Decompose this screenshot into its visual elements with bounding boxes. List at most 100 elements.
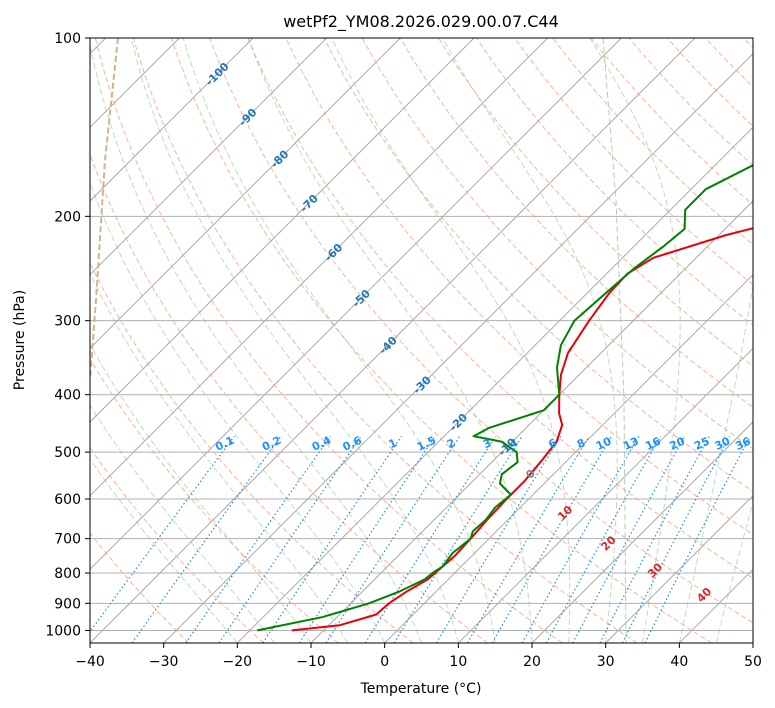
y-tick-label: 700 — [54, 532, 81, 548]
reference-curve-left — [90, 38, 119, 381]
mixing-ratio-label: 8 — [575, 436, 587, 451]
isotherm-label: -90 — [236, 106, 259, 129]
dry-adiabat-label: 20 — [599, 533, 619, 553]
x-tick-label: −10 — [296, 654, 326, 670]
y-tick-label: 100 — [54, 31, 81, 47]
dry-adiabat — [90, 447, 264, 643]
y-tick-label: 200 — [54, 209, 81, 225]
isotherm-line — [310, 200, 753, 643]
dry-adiabat — [90, 532, 190, 643]
moist-adiabat — [90, 343, 312, 643]
isotherm-line — [90, 38, 254, 202]
moist-adiabat — [90, 272, 349, 643]
mixing-ratio-label: 1.5 — [415, 434, 438, 454]
dry-adiabat — [171, 38, 712, 643]
isotherm-line — [678, 568, 753, 643]
plot-area: 0.1 0.2 0.4 0.6 1 1.5 2 3 4 6 8 10 13 16 20 25 30 36-100-… — [90, 38, 753, 643]
y-axis-label: Pressure (hPa) — [12, 290, 28, 390]
mixing-ratio-label: 0.2 — [260, 434, 283, 454]
x-tick-label: 50 — [744, 654, 762, 670]
dry-adiabat — [704, 38, 753, 88]
mixing-ratio-line — [435, 435, 562, 643]
x-tick-label: 40 — [670, 654, 688, 670]
moist-adiabat — [130, 38, 459, 643]
y-tick-label: 1000 — [45, 623, 81, 639]
x-tick-label: −20 — [223, 654, 253, 670]
y-axis-ticks: 100 200 300 400 500 600 700 800 900 1000 — [45, 31, 90, 639]
isotherm-line — [384, 273, 753, 643]
x-tick-label: −30 — [149, 654, 179, 670]
y-tick-label: 500 — [54, 445, 81, 461]
dry-adiabat-lines — [90, 38, 753, 643]
mixing-ratio-label: 10 — [594, 434, 614, 452]
mixing-ratio-line — [325, 435, 461, 643]
dry-adiabat-label: 10 — [555, 503, 575, 523]
dry-adiabat — [209, 38, 753, 624]
isotherm-line — [236, 126, 753, 643]
isotherm-label: -70 — [298, 192, 321, 215]
isotherm-line — [531, 421, 753, 643]
dry-adiabat — [361, 38, 753, 450]
mixing-ratio-line — [218, 435, 362, 643]
y-tick-label: 600 — [54, 492, 81, 508]
mixing-ratio-line — [599, 435, 710, 643]
isotherm-line — [90, 38, 328, 276]
dry-adiabat — [90, 357, 339, 643]
isotherm-line — [605, 494, 753, 643]
dry-adiabat — [90, 153, 488, 643]
sounding-series — [257, 164, 753, 632]
pressure-gridlines — [90, 38, 753, 631]
dry-adiabat — [476, 38, 753, 326]
reference-curve-right — [602, 38, 627, 643]
dry-adiabat — [590, 38, 753, 206]
dry-adiabat — [552, 38, 753, 246]
mixing-ratio-line — [572, 435, 686, 643]
y-tick-label: 400 — [54, 388, 81, 404]
mixing-ratio-label: 0.1 — [213, 434, 236, 454]
moist-adiabat — [589, 38, 681, 643]
mixing-ratio-label: 0.4 — [310, 434, 333, 454]
mixing-ratio-label: 16 — [643, 434, 663, 452]
moist-adiabat — [247, 38, 533, 643]
mixing-ratio-line — [262, 435, 403, 643]
isotherm-line — [457, 347, 753, 643]
x-axis-ticks: −40 −30 −20 −10 0 10 20 30 40 50 — [75, 643, 762, 670]
isotherm-line — [90, 38, 622, 571]
isotherm-line — [90, 38, 401, 350]
isotherm-line — [90, 38, 475, 423]
moist-adiabat — [182, 38, 496, 643]
x-tick-label: 20 — [523, 654, 541, 670]
moist-adiabat — [90, 404, 275, 643]
isotherm-line — [752, 642, 753, 643]
x-tick-label: 10 — [449, 654, 467, 670]
isotherm-label: -100 — [203, 60, 232, 89]
moist-adiabat — [715, 500, 753, 643]
dry-adiabat — [666, 38, 753, 127]
dry-adiabat — [437, 38, 753, 367]
mixing-ratio-label: 13 — [621, 435, 640, 453]
mixing-ratio-label: 25 — [692, 435, 711, 453]
mixing-ratio-line — [131, 435, 282, 643]
dry-adiabat — [323, 38, 753, 492]
temperature-line — [291, 227, 753, 632]
dry-adiabat — [94, 38, 563, 643]
x-tick-label: 30 — [597, 654, 615, 670]
chart-title: wetPf2_YM08.2026.029.00.07.C44 — [283, 12, 559, 32]
mixing-ratio-line — [644, 435, 751, 643]
moist-adiabat — [678, 281, 753, 643]
y-tick-label: 900 — [54, 596, 81, 612]
isotherm-line — [163, 52, 753, 643]
moist-adiabat-lines — [90, 38, 753, 643]
reference-curves — [90, 38, 627, 643]
y-tick-label: 300 — [54, 314, 81, 330]
dry-adiabat — [399, 38, 753, 408]
dewpoint-line — [257, 164, 753, 632]
dry-adiabat — [132, 38, 638, 643]
isotherm-line — [90, 38, 549, 497]
mixing-ratio-line — [298, 435, 436, 643]
moist-adiabat — [442, 38, 618, 643]
x-axis-label: Temperature (°C) — [360, 681, 482, 697]
mixing-ratio-line — [521, 435, 640, 643]
mixing-ratio-line — [621, 435, 731, 643]
